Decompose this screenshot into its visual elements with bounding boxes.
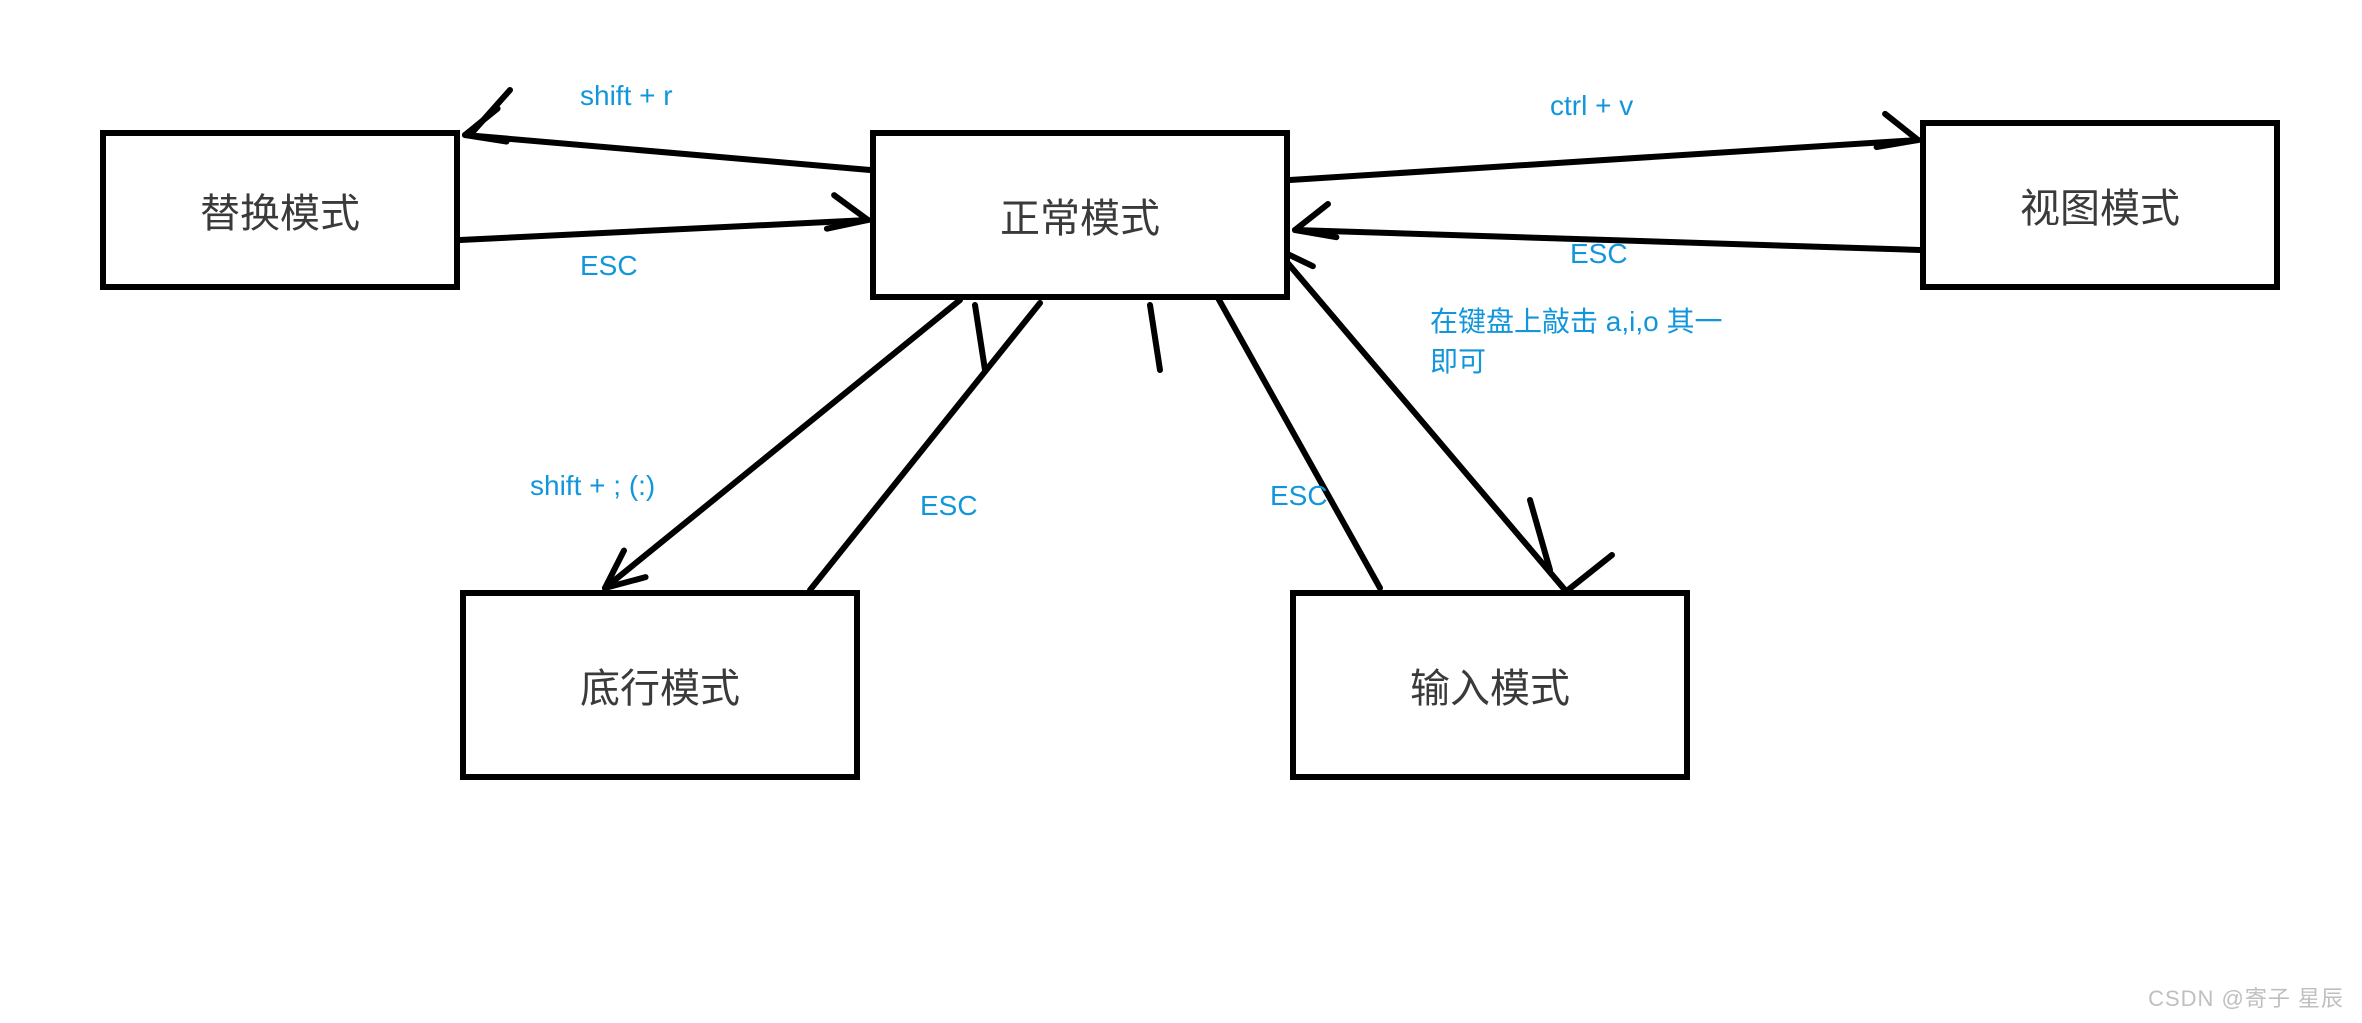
node-insert: 输入模式 <box>1290 590 1690 780</box>
label-shift-colon: shift + ; (:) <box>530 470 655 502</box>
node-replace-label: 替换模式 <box>200 181 360 239</box>
label-esc-left: ESC <box>580 250 638 282</box>
watermark: CSDN @寄子 星辰 <box>2148 981 2344 1013</box>
label-ctrl-v: ctrl + v <box>1550 90 1633 122</box>
label-esc-lastline: ESC <box>920 490 978 522</box>
node-lastline: 底行模式 <box>460 590 860 780</box>
node-view-label: 视图模式 <box>2020 176 2180 234</box>
node-replace: 替换模式 <box>100 130 460 290</box>
label-aio-line1: 在键盘上敲击 a,i,o 其一 <box>1430 300 1722 340</box>
node-normal-label: 正常模式 <box>1000 186 1160 244</box>
label-esc-right: ESC <box>1570 238 1628 270</box>
label-esc-insert: ESC <box>1270 480 1328 512</box>
node-insert-label: 输入模式 <box>1410 656 1570 714</box>
node-normal: 正常模式 <box>870 130 1290 300</box>
diagram-canvas: { "type": "flowchart", "background_color… <box>0 0 2362 1023</box>
label-shift-r: shift + r <box>580 80 673 112</box>
node-lastline-label: 底行模式 <box>580 656 740 714</box>
label-aio-line2: 即可 <box>1430 340 1486 380</box>
node-view: 视图模式 <box>1920 120 2280 290</box>
